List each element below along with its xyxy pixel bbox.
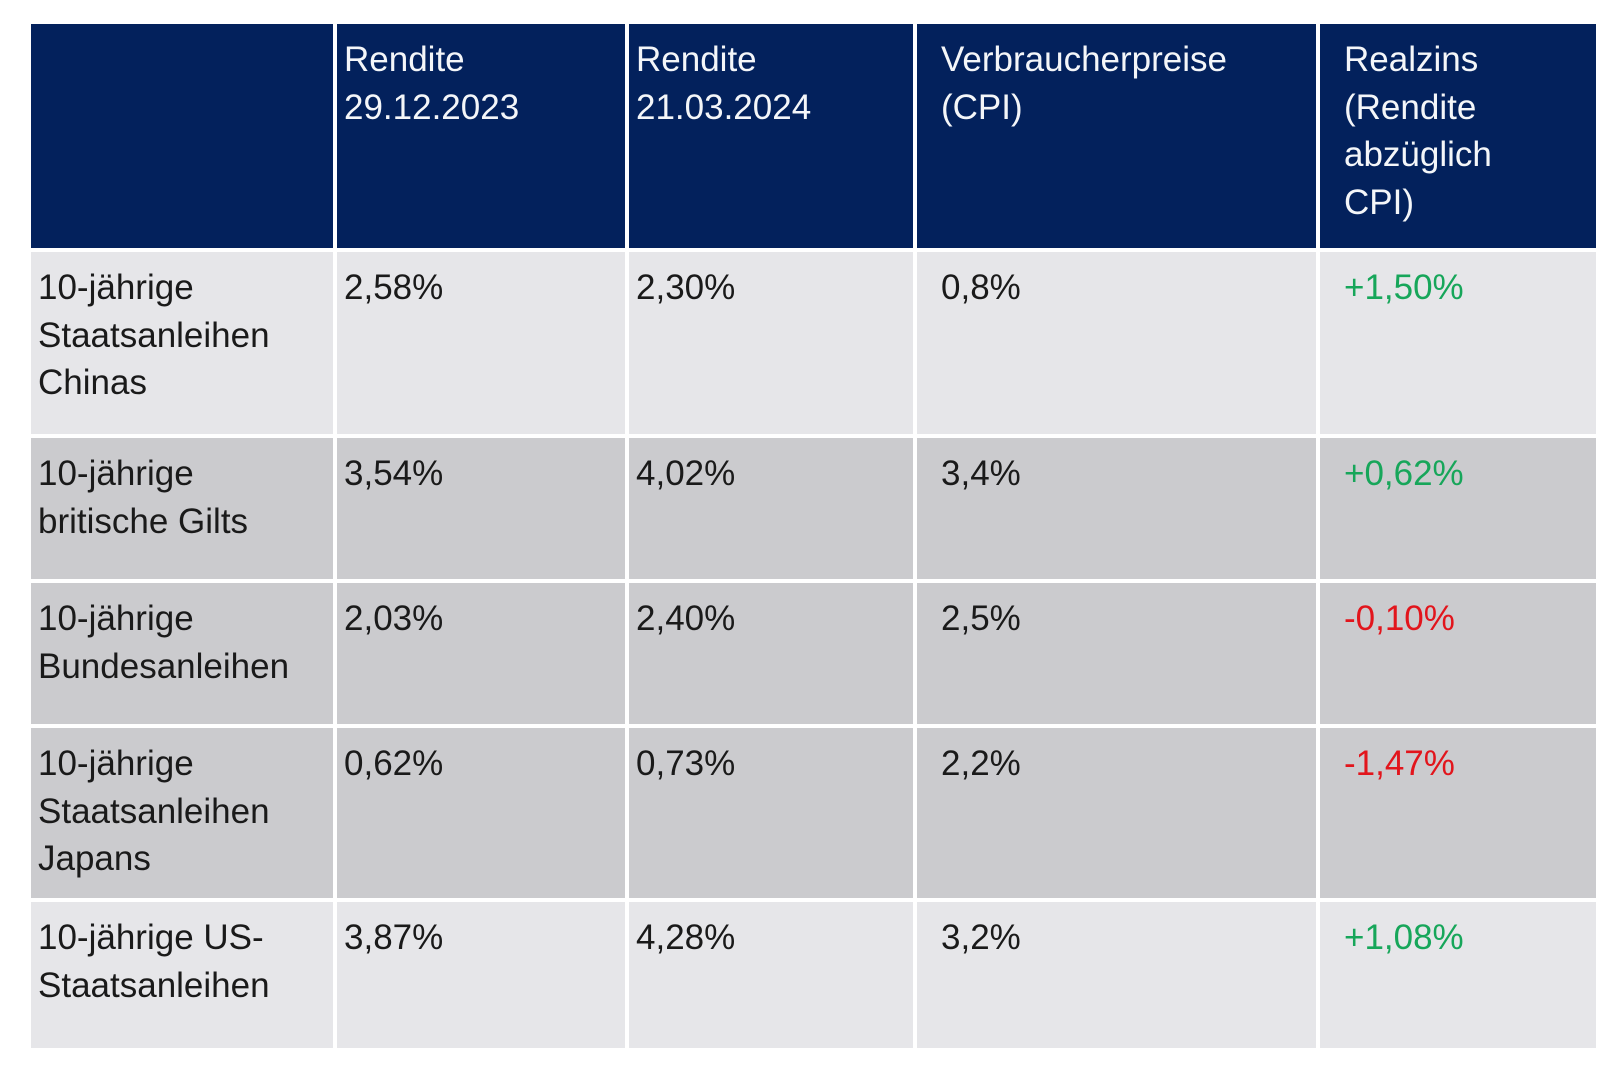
header-cell-empty: [31, 24, 333, 248]
cell-china-rendite-2023: 2,58%: [337, 252, 625, 434]
cell-bund-rendite-2024: 2,40%: [629, 583, 913, 724]
cell-us-rendite-2024: 4,28%: [629, 902, 913, 1048]
cell-uk-realzins: +0,62%: [1320, 438, 1596, 579]
header-cell-cpi: Verbraucherpreise (CPI): [917, 24, 1316, 248]
cell-japan-realzins: -1,47%: [1320, 728, 1596, 898]
cell-japan-rendite-2023: 0,62%: [337, 728, 625, 898]
cell-uk-cpi: 3,4%: [917, 438, 1316, 579]
cell-bund-rendite-2023: 2,03%: [337, 583, 625, 724]
cell-japan-cpi: 2,2%: [917, 728, 1316, 898]
cell-bund-realzins: -0,10%: [1320, 583, 1596, 724]
header-cell-rendite-2024: Rendite 21.03.2024: [629, 24, 913, 248]
header-cell-realzins: Realzins (Rendite abzüglich CPI): [1320, 24, 1596, 248]
row-label-bund: 10-jährige Bundesanleihen: [31, 583, 333, 724]
cell-china-cpi: 0,8%: [917, 252, 1316, 434]
cell-us-cpi: 3,2%: [917, 902, 1316, 1048]
cell-us-realzins: +1,08%: [1320, 902, 1596, 1048]
cell-bund-cpi: 2,5%: [917, 583, 1316, 724]
row-label-china: 10-jährige Staatsanleihen Chinas: [31, 252, 333, 434]
header-cell-rendite-2023: Rendite 29.12.2023: [337, 24, 625, 248]
row-label-us: 10-jährige US- Staatsanleihen: [31, 902, 333, 1048]
cell-uk-rendite-2024: 4,02%: [629, 438, 913, 579]
bonds-yield-inflation-table: Rendite 29.12.2023 Rendite 21.03.2024 Ve…: [31, 24, 1596, 1048]
cell-us-rendite-2023: 3,87%: [337, 902, 625, 1048]
row-label-japan: 10-jährige Staatsanleihen Japans: [31, 728, 333, 898]
cell-uk-rendite-2023: 3,54%: [337, 438, 625, 579]
cell-china-rendite-2024: 2,30%: [629, 252, 913, 434]
cell-japan-rendite-2024: 0,73%: [629, 728, 913, 898]
row-label-uk-gilts: 10-jährige britische Gilts: [31, 438, 333, 579]
cell-china-realzins: +1,50%: [1320, 252, 1596, 434]
